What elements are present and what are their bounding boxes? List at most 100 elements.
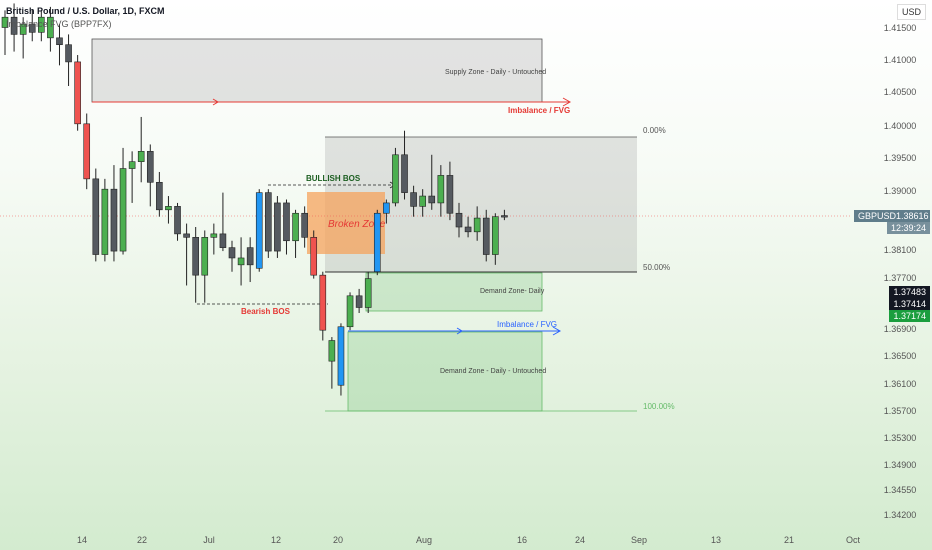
candle[interactable] [255, 189, 263, 272]
symbol-title[interactable]: British Pound / U.S. Dollar, 1D, FXCM [6, 6, 165, 16]
symbol-price-tag[interactable]: GBPUSD 1.38616 [854, 210, 930, 222]
x-tick-label: Sep [631, 535, 647, 545]
broken-zone-label: Broken Zone [328, 219, 386, 230]
candle[interactable] [337, 323, 345, 396]
candle[interactable] [464, 216, 472, 238]
broken-zone[interactable] [307, 192, 385, 254]
candle[interactable] [482, 209, 490, 262]
x-tick-label: 20 [333, 535, 343, 545]
candle[interactable] [137, 116, 145, 183]
candle[interactable] [83, 113, 91, 190]
candle[interactable] [328, 337, 336, 389]
candle[interactable] [437, 165, 445, 217]
candle-body [146, 151, 154, 183]
candle[interactable] [392, 147, 399, 207]
supply-zone-label: Supply Zone - Daily - Untouched [445, 69, 546, 76]
candle[interactable] [419, 189, 426, 217]
candle[interactable] [346, 292, 354, 331]
fib-0-label: 0.00% [643, 126, 666, 135]
candle[interactable] [10, 3, 18, 52]
candle-body [210, 233, 218, 238]
candle[interactable] [383, 199, 390, 224]
candle-body [265, 192, 272, 252]
candle[interactable] [119, 147, 127, 255]
imbalance-mid-label: Imbalance / FVG [497, 320, 557, 329]
candle-body [174, 206, 181, 235]
candle[interactable] [92, 168, 100, 262]
supply-zone[interactable] [91, 38, 543, 103]
candle-body [337, 326, 345, 386]
candle[interactable] [401, 130, 408, 200]
imbalance-red-arrow[interactable] [92, 97, 572, 107]
candle-body [101, 188, 109, 255]
candle[interactable] [310, 230, 318, 279]
candle-body [1, 16, 9, 28]
candle-body [383, 202, 390, 214]
currency-button[interactable]: USD [896, 4, 926, 20]
x-axis[interactable]: 14 22 Jul 12 20 Aug 16 24 Sep 13 21 Oct [77, 535, 861, 545]
indicator-label[interactable]: Imbalance FVG (BPP7FX) [6, 19, 112, 29]
candle[interactable] [246, 237, 254, 283]
candle[interactable] [56, 24, 63, 66]
candle[interactable] [165, 196, 172, 224]
candle[interactable] [492, 213, 499, 265]
candle[interactable] [201, 230, 209, 303]
x-tick-label: 22 [137, 535, 147, 545]
candle[interactable] [428, 154, 436, 210]
candle[interactable] [110, 165, 118, 262]
bullish-bos-label: BULLISH BOS [306, 174, 361, 183]
candle[interactable] [19, 17, 27, 59]
candle[interactable] [501, 209, 508, 221]
candle[interactable] [1, 10, 9, 56]
candle[interactable] [410, 185, 417, 217]
x-tick-label: Jul [203, 535, 215, 545]
y-tick-label: 1.34900 [884, 460, 917, 470]
candle[interactable] [146, 144, 154, 207]
candle[interactable] [192, 227, 199, 303]
candle[interactable] [47, 6, 54, 52]
candle[interactable] [283, 199, 290, 255]
candle[interactable] [28, 10, 36, 42]
candle[interactable] [219, 192, 227, 252]
candle[interactable] [228, 240, 236, 272]
candle[interactable] [128, 151, 136, 203]
x-tick-label: 13 [711, 535, 721, 545]
candle[interactable] [237, 237, 245, 286]
candle-body [473, 217, 481, 233]
candle-body [165, 206, 172, 211]
candle-body [274, 202, 281, 252]
candle[interactable] [74, 55, 81, 131]
candle[interactable] [446, 161, 454, 221]
price-tag-2: 1.37414 [889, 298, 930, 310]
candle-body [301, 212, 308, 238]
candle[interactable] [210, 223, 218, 255]
candle[interactable] [265, 189, 272, 258]
candle-body [328, 340, 336, 362]
candle[interactable] [183, 223, 190, 286]
candle[interactable] [373, 209, 381, 276]
y-axis[interactable]: 1.41500 1.41000 1.40500 1.40000 1.39500 1.390… [884, 23, 917, 520]
imbalance-blue-arrow[interactable] [348, 326, 562, 336]
candle[interactable] [274, 196, 281, 258]
candle[interactable] [319, 271, 327, 341]
candle-body [455, 212, 463, 228]
candle-body [401, 154, 408, 193]
candle[interactable] [473, 206, 481, 241]
candle[interactable] [301, 206, 308, 248]
candle[interactable] [455, 202, 463, 238]
candle[interactable] [292, 209, 299, 258]
candle[interactable] [101, 178, 109, 262]
x-tick-label: 16 [517, 535, 527, 545]
demand-zone-2[interactable] [347, 331, 543, 412]
candle[interactable] [38, 10, 45, 42]
candle[interactable] [156, 171, 163, 217]
candle-body [482, 217, 490, 255]
y-tick-label: 1.41000 [884, 55, 917, 65]
candle[interactable] [174, 202, 181, 241]
candle[interactable] [364, 271, 372, 313]
candle[interactable] [355, 288, 363, 313]
candle-body [501, 215, 508, 218]
candle[interactable] [65, 34, 72, 86]
